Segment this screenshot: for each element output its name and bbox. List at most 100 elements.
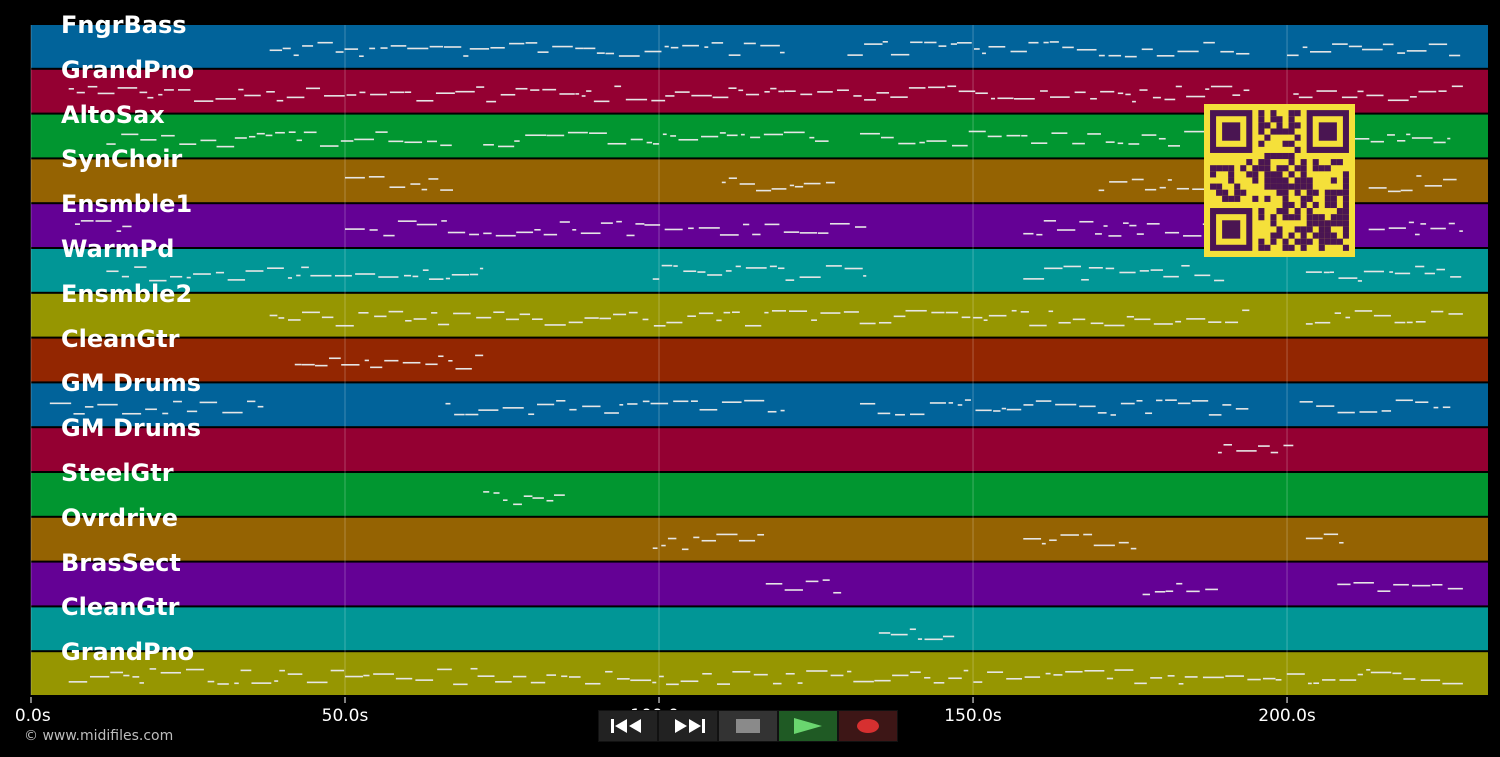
note	[530, 89, 540, 91]
note	[276, 99, 284, 102]
note	[1079, 405, 1096, 408]
note	[1186, 95, 1206, 98]
note	[947, 85, 957, 88]
note	[329, 357, 341, 360]
note	[948, 677, 962, 680]
track-notes	[74, 220, 1463, 237]
note	[134, 266, 147, 268]
note	[1114, 669, 1134, 671]
note	[445, 277, 451, 280]
note	[814, 140, 829, 142]
note	[690, 400, 698, 402]
note	[345, 228, 365, 230]
note	[1415, 401, 1429, 404]
rewind-button[interactable]	[598, 710, 658, 742]
note	[1090, 322, 1104, 325]
note	[1370, 671, 1392, 674]
note	[515, 87, 528, 90]
note	[215, 98, 236, 100]
note	[771, 188, 787, 190]
note	[415, 679, 434, 681]
note	[704, 46, 709, 48]
note	[286, 96, 305, 99]
note	[1178, 683, 1184, 685]
note	[132, 676, 140, 678]
note	[145, 408, 157, 411]
note	[493, 311, 505, 314]
note	[546, 134, 565, 137]
note	[528, 413, 535, 416]
note	[961, 316, 971, 319]
note	[1117, 92, 1124, 95]
note	[477, 675, 495, 677]
note	[140, 139, 157, 141]
note	[683, 270, 697, 273]
note	[938, 45, 947, 47]
note	[1081, 278, 1089, 281]
note	[1088, 267, 1103, 269]
note	[642, 400, 650, 403]
note	[890, 633, 908, 636]
note	[596, 52, 605, 54]
note	[650, 402, 669, 405]
note	[1063, 265, 1081, 268]
note	[164, 89, 174, 91]
note	[1428, 43, 1448, 46]
note	[750, 136, 761, 139]
note	[1079, 220, 1094, 223]
note	[296, 274, 301, 277]
note	[1205, 588, 1218, 591]
note	[370, 366, 383, 369]
note	[1449, 54, 1461, 57]
note	[1299, 401, 1313, 403]
note	[97, 403, 118, 406]
note	[1134, 318, 1151, 321]
tick-label: 50.0s	[321, 706, 369, 726]
note	[162, 412, 169, 415]
stop-button[interactable]	[718, 710, 778, 742]
note	[820, 312, 841, 314]
note	[1074, 91, 1086, 94]
note	[698, 312, 714, 315]
note	[1368, 187, 1387, 189]
note	[483, 232, 492, 235]
note	[843, 311, 859, 313]
note	[1352, 138, 1370, 140]
note	[334, 274, 352, 277]
note	[1348, 45, 1362, 48]
note	[652, 681, 657, 684]
note	[678, 138, 699, 141]
note	[287, 277, 292, 279]
note	[1130, 547, 1137, 550]
tick-label: 0.0s	[14, 706, 51, 726]
track-notes	[269, 41, 1461, 58]
note	[836, 89, 849, 92]
note	[478, 409, 499, 411]
note	[1359, 411, 1378, 413]
note	[586, 90, 592, 92]
record-button[interactable]	[838, 710, 898, 742]
note	[173, 400, 182, 403]
note	[924, 638, 943, 641]
note	[1387, 134, 1395, 136]
note	[1021, 134, 1028, 137]
note	[1403, 678, 1416, 680]
note	[389, 91, 405, 94]
note	[234, 137, 247, 139]
fast-forward-button[interactable]	[658, 710, 718, 742]
note	[117, 87, 138, 89]
note	[267, 267, 284, 269]
note	[544, 324, 566, 326]
track-label: Ensmble1	[61, 190, 193, 219]
note	[369, 229, 378, 231]
note	[778, 267, 785, 270]
note	[997, 97, 1014, 100]
note	[1186, 590, 1200, 593]
note	[783, 231, 800, 233]
note	[269, 49, 283, 52]
note	[1420, 679, 1441, 682]
note	[626, 234, 635, 237]
note	[1366, 94, 1384, 97]
note	[1150, 677, 1163, 679]
play-button[interactable]	[778, 710, 838, 742]
